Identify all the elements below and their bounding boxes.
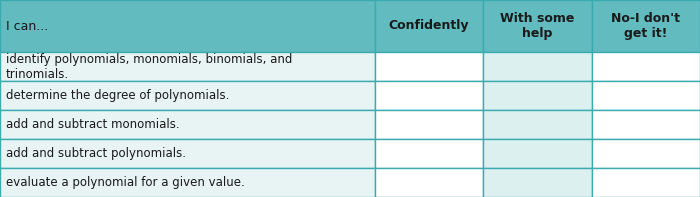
Bar (374, 81, 483, 110)
Bar (0, 168, 374, 197)
Bar (592, 139, 700, 168)
Bar (374, 168, 483, 197)
Bar (374, 139, 483, 168)
Bar (592, 0, 700, 52)
Bar (483, 0, 592, 52)
Bar (592, 168, 700, 197)
Text: identify polynomials, monomials, binomials, and
trinomials.: identify polynomials, monomials, binomia… (6, 52, 292, 81)
Text: Confidently: Confidently (389, 20, 469, 33)
Bar (592, 81, 700, 110)
Bar (0, 0, 374, 52)
Bar (483, 81, 592, 110)
Bar (483, 139, 592, 168)
Text: determine the degree of polynomials.: determine the degree of polynomials. (6, 89, 229, 102)
Bar (374, 0, 483, 52)
Bar (0, 81, 374, 110)
Text: evaluate a polynomial for a given value.: evaluate a polynomial for a given value. (6, 176, 244, 189)
Text: add and subtract polynomials.: add and subtract polynomials. (6, 147, 186, 160)
Bar (592, 52, 700, 81)
Bar (0, 110, 374, 139)
Text: No-I don't
get it!: No-I don't get it! (611, 12, 680, 40)
Bar (374, 52, 483, 81)
Bar (483, 52, 592, 81)
Text: With some
help: With some help (500, 12, 575, 40)
Text: add and subtract monomials.: add and subtract monomials. (6, 118, 179, 131)
Text: I can...: I can... (6, 20, 48, 33)
Bar (483, 168, 592, 197)
Bar (0, 52, 374, 81)
Bar (0, 139, 374, 168)
Bar (592, 110, 700, 139)
Bar (374, 110, 483, 139)
Bar (483, 110, 592, 139)
